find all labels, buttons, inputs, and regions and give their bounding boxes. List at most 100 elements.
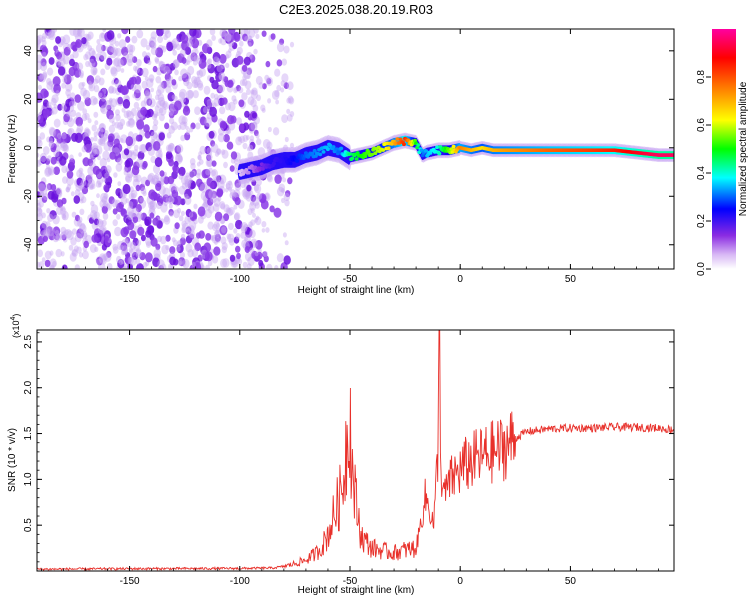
snr-xtick-label: 50	[565, 576, 577, 587]
spectrogram-speckle	[39, 132, 46, 140]
spectrogram-speckle	[115, 163, 123, 172]
spectrogram-speckle	[204, 145, 211, 155]
spectrogram-speckle	[69, 100, 74, 108]
spectrogram-speckle	[108, 85, 115, 94]
spectrogram-speckle	[228, 237, 235, 246]
spectrogram-speckle	[140, 187, 147, 195]
spectrogram-speckle	[100, 104, 108, 115]
spectrogram-speckle	[62, 214, 67, 220]
spectrogram-speckle	[87, 178, 96, 189]
spectrogram-speckle	[243, 236, 248, 242]
spectrogram-speckle	[146, 44, 151, 51]
spectrogram-speckle	[143, 96, 152, 106]
spectrogram-speckle	[205, 100, 213, 110]
spectrogram-speckle	[216, 148, 222, 156]
snr-xlabel: Height of straight line (km)	[298, 585, 415, 596]
spectrogram-speckle	[143, 124, 150, 133]
spectrogram-speckle	[255, 215, 260, 221]
spectrogram-speckle	[48, 140, 55, 148]
snr-multiplier: (x104)	[10, 314, 21, 338]
spectrogram-speckle	[185, 208, 192, 218]
spectrogram-speckle	[39, 73, 44, 80]
spectrogram-speckle	[145, 142, 153, 152]
spectrogram-speckle	[59, 205, 64, 211]
spectrogram-speckle	[115, 109, 120, 116]
spectrogram-speckle	[111, 199, 118, 208]
spectrogram-speckle	[211, 143, 219, 153]
spectrogram-speckle	[145, 230, 152, 238]
spectrogram-speckle	[87, 181, 94, 190]
spectrogram-speckle	[49, 258, 57, 268]
spectrogram-speckle	[289, 142, 295, 149]
figure-title: C2E3.2025.038.20.19.R03	[279, 2, 433, 17]
spectrogram-speckle	[47, 166, 55, 176]
spectrogram-speckle	[130, 242, 136, 250]
ridge-core	[288, 161, 293, 166]
spectrogram-ytick-label: -40	[23, 237, 34, 252]
spectrogram-speckle	[174, 69, 179, 76]
spectrogram-speckle	[229, 192, 235, 199]
spectrogram-speckle	[128, 192, 134, 200]
spectrogram-speckle	[153, 113, 158, 119]
spectrogram-speckle	[184, 180, 192, 190]
spectrogram-speckle	[255, 33, 260, 40]
spectrogram-speckle	[44, 184, 51, 191]
spectrogram-speckle	[130, 189, 138, 199]
spectrogram-speckle	[86, 75, 95, 85]
spectrogram-speckle	[85, 128, 91, 137]
spectrogram-speckle	[250, 194, 257, 202]
spectrogram-speckle	[160, 176, 165, 183]
spectrogram-speckle	[267, 98, 272, 104]
spectrogram-speckle	[196, 57, 202, 65]
spectrogram-speckle	[245, 191, 251, 199]
spectrogram-speckle	[148, 74, 155, 82]
spectrogram-speckle	[191, 76, 198, 84]
spectrogram-speckle	[72, 100, 77, 106]
spectrogram-speckle	[39, 73, 46, 83]
ridge-core	[295, 159, 300, 163]
spectrogram-speckle	[159, 99, 166, 107]
spectrogram-speckle	[37, 159, 42, 167]
spectrogram-speckle	[99, 51, 107, 61]
spectrogram-speckle	[190, 162, 196, 170]
spectrogram-speckle	[56, 135, 63, 144]
spectrogram-speckle	[154, 157, 163, 168]
spectrogram-speckle	[239, 135, 246, 144]
spectrogram-speckle	[160, 202, 168, 213]
spectrogram-speckle	[120, 68, 125, 73]
spectrogram-speckle	[102, 212, 109, 220]
ridge-core	[370, 152, 374, 157]
spectrogram-speckle	[128, 212, 133, 219]
ridge-core	[386, 146, 391, 150]
spectrogram-speckle	[282, 232, 287, 238]
spectrogram-speckle	[150, 131, 158, 141]
spectrogram-speckle	[236, 252, 241, 260]
spectrogram-speckle	[216, 222, 220, 228]
ridge-core	[253, 165, 258, 170]
spectrogram-speckle	[265, 60, 271, 68]
spectrogram-speckle	[287, 177, 293, 185]
spectrogram-speckle	[96, 39, 101, 45]
spectrogram-speckle	[104, 172, 109, 179]
spectrogram-speckle	[178, 115, 186, 125]
colorbar-tick-label: 0.8	[696, 70, 707, 84]
spectrogram-speckle	[163, 34, 168, 41]
spectrogram-speckle	[83, 129, 90, 137]
spectrogram-speckle	[117, 33, 122, 39]
spectrogram-speckle	[213, 221, 220, 230]
spectrogram-speckle	[128, 118, 135, 126]
spectrogram-speckle	[130, 151, 137, 160]
spectrogram-speckle	[45, 29, 51, 33]
spectrogram-speckle	[228, 222, 234, 231]
spectrogram-speckle	[140, 100, 147, 108]
spectrogram-speckle	[216, 64, 223, 73]
spectrogram-speckle	[142, 190, 147, 197]
spectrogram-speckle	[163, 65, 170, 75]
spectrogram-speckle	[151, 113, 158, 121]
spectrogram-speckle	[181, 116, 188, 125]
spectrogram-speckle	[96, 127, 104, 137]
spectrogram-speckle	[82, 250, 89, 260]
spectrogram-speckle	[110, 66, 117, 75]
spectrogram-speckle	[164, 30, 171, 39]
spectrogram-speckle	[168, 108, 175, 116]
